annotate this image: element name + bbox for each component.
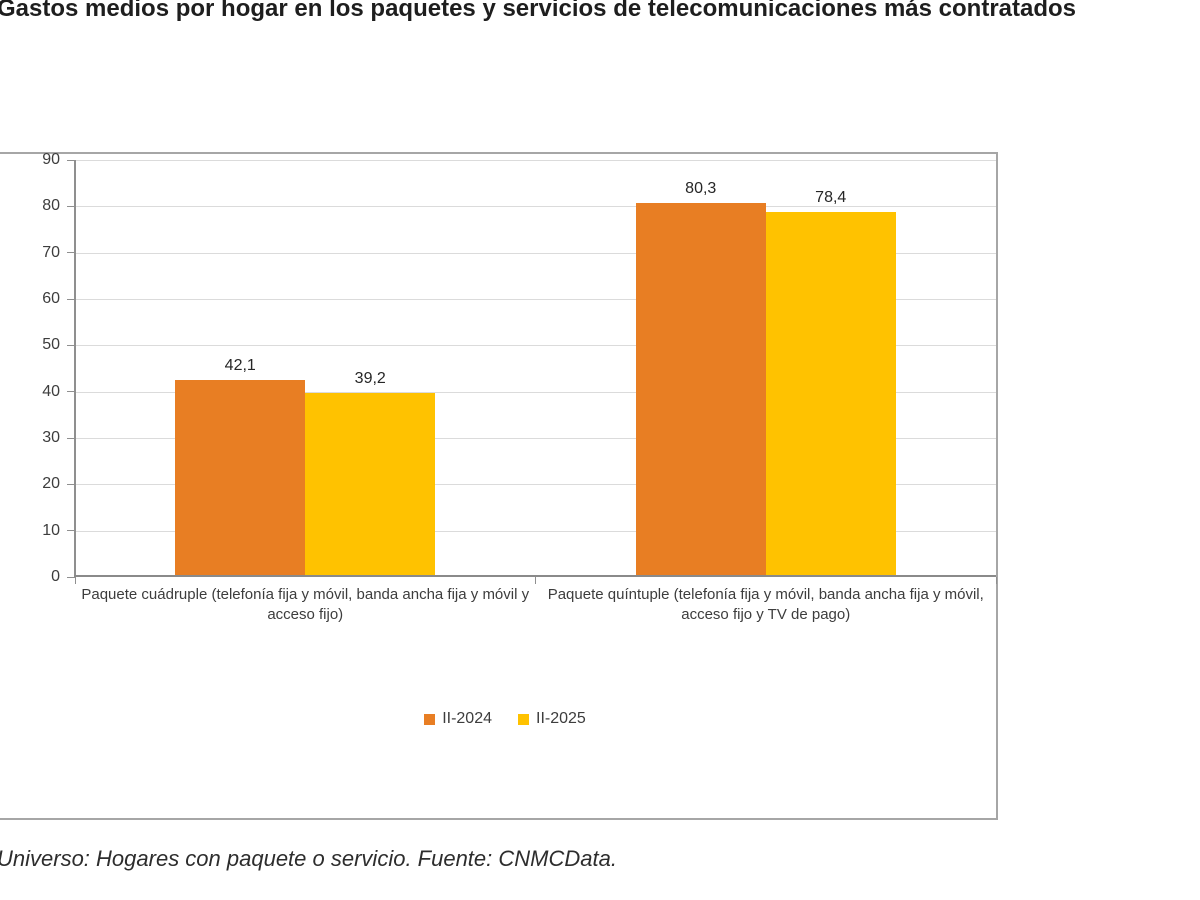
y-tick-label-10: 10 xyxy=(42,521,60,539)
y-tick-0 xyxy=(67,576,75,578)
y-tick-label-90: 90 xyxy=(42,151,60,168)
y-tick-20 xyxy=(67,483,75,485)
y-tick-label-50: 50 xyxy=(42,336,60,354)
y-tick-label-80: 80 xyxy=(42,197,60,215)
x-category-label-2: Paquete quíntuple (telefonía fija y móvi… xyxy=(547,586,984,623)
legend-item-II-2025: II-2025 xyxy=(518,710,586,728)
x-tick-1 xyxy=(535,577,536,584)
legend-item-II-2024: II-2024 xyxy=(424,710,492,728)
legend-swatch-II-2025 xyxy=(518,713,529,725)
y-tick-label-70: 70 xyxy=(42,243,60,261)
y-axis-line xyxy=(74,160,76,577)
legend: II-2024 II-2025 xyxy=(75,710,935,728)
y-tick-label-0: 0 xyxy=(51,568,60,585)
x-tick-0 xyxy=(74,577,76,584)
bar-II-2024-cat1 xyxy=(175,379,306,575)
legend-swatch-II-2024 xyxy=(424,713,436,725)
bar-value-II-2025-cat2: 78,4 xyxy=(815,188,847,206)
bar-II-2025-cat2 xyxy=(765,211,896,575)
y-tick-40 xyxy=(67,391,75,393)
bar-value-II-2025-cat1: 39,2 xyxy=(354,370,386,388)
y-tick-label-30: 30 xyxy=(42,429,60,446)
gridline-60 xyxy=(75,299,996,300)
gridline-20 xyxy=(75,484,996,486)
y-tick-80 xyxy=(67,205,75,207)
x-tick-2 xyxy=(995,577,997,584)
y-tick-label-40: 40 xyxy=(42,382,60,400)
bar-II-2024-cat2 xyxy=(635,202,766,575)
bar-value-II-2024-cat1: 42,1 xyxy=(224,356,256,374)
gridline-70 xyxy=(75,252,996,254)
x-category-labels: Paquete cuádruple (telefonía fija y móvi… xyxy=(75,585,996,625)
bar-value-II-2024-cat2: 80,3 xyxy=(685,179,717,197)
gridline-30 xyxy=(75,438,996,439)
gridline-90 xyxy=(75,160,996,161)
gridline-10 xyxy=(75,530,996,532)
y-tick-label-60: 60 xyxy=(42,290,60,307)
y-tick-10 xyxy=(67,530,75,532)
legend-label-II-2024: II-2024 xyxy=(442,710,492,727)
gridline-40 xyxy=(75,391,996,393)
bar-II-2025-cat1 xyxy=(305,393,436,575)
y-tick-90 xyxy=(67,159,75,161)
y-axis-labels: 0 10 20 30 40 50 60 70 80 90 xyxy=(0,151,75,585)
legend-label-II-2025: II-2025 xyxy=(536,710,586,727)
y-tick-70 xyxy=(67,252,75,254)
y-tick-50 xyxy=(67,344,75,346)
gridline-50 xyxy=(75,345,996,347)
x-category-label-1: Paquete cuádruple (telefonía fija y móvi… xyxy=(81,586,530,623)
y-tick-30 xyxy=(67,437,75,439)
y-tick-60 xyxy=(67,298,75,300)
source-note: Universo: Hogares con paquete o servicio… xyxy=(0,846,617,871)
y-tick-label-20: 20 xyxy=(42,475,60,493)
x-axis-line xyxy=(74,575,996,577)
gridline-80 xyxy=(75,206,996,208)
plot-area: 42,1 80,3 39,2 78,4 xyxy=(67,159,997,584)
chart-frame: 0 10 20 30 40 50 60 70 80 90 42,1 80,3 39,2 78,4 Paq… xyxy=(0,151,998,820)
chart-title: Gastos medios por hogar en los paquetes … xyxy=(0,0,1077,22)
